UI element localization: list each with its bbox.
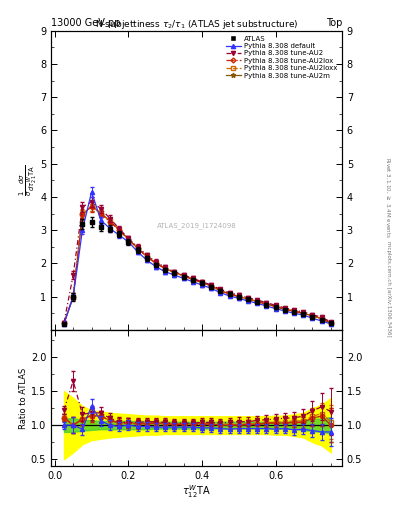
Text: mcplots.cern.ch [arXiv:1306.3436]: mcplots.cern.ch [arXiv:1306.3436] [386,242,391,337]
X-axis label: $\tau_{12}^{W}$TA: $\tau_{12}^{W}$TA [182,483,211,500]
Y-axis label: Ratio to ATLAS: Ratio to ATLAS [19,367,28,429]
Title: N-subjettiness $\tau_2/\tau_1$ (ATLAS jet substructure): N-subjettiness $\tau_2/\tau_1$ (ATLAS je… [95,17,298,31]
Text: Rivet 3.1.10, $\geq$ 3.4M events: Rivet 3.1.10, $\geq$ 3.4M events [384,157,391,238]
Text: 13000 GeV pp: 13000 GeV pp [51,18,121,28]
Text: Top: Top [325,18,342,28]
Legend: ATLAS, Pythia 8.308 default, Pythia 8.308 tune-AU2, Pythia 8.308 tune-AU2lox, Py: ATLAS, Pythia 8.308 default, Pythia 8.30… [224,34,338,80]
Y-axis label: $\frac{1}{\sigma}\frac{d\sigma}{d\tau_{21}^{W}\mathrm{TA}}$: $\frac{1}{\sigma}\frac{d\sigma}{d\tau_{2… [17,165,39,196]
Text: ATLAS_2019_I1724098: ATLAS_2019_I1724098 [157,222,236,228]
